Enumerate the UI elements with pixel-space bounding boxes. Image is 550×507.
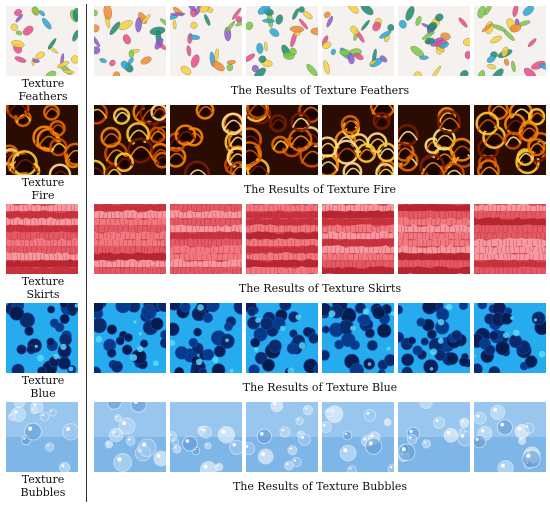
result-texture-skirts-1 [94, 204, 166, 274]
texture-row-bubbles: Texture Bubbles The Results of Texture Bu… [0, 400, 550, 499]
result-texture-fire-6 [474, 105, 546, 175]
source-texture-fire [6, 105, 78, 175]
result-texture-feathers-2 [170, 6, 242, 76]
results-strip-feathers [94, 6, 546, 76]
texture-row-fire: Texture Fire The Results of Texture Fire [0, 103, 550, 202]
source-texture-feathers [6, 6, 78, 76]
result-texture-bubbles-3 [246, 402, 318, 472]
result-texture-skirts-5 [398, 204, 470, 274]
source-label-skirts: Texture Skirts [21, 275, 65, 301]
texture-row-skirts: Texture Skirts The Results of Texture Ski… [0, 202, 550, 301]
results-caption-feathers: The Results of Texture Feathers [230, 84, 410, 97]
result-texture-feathers-1 [94, 6, 166, 76]
result-texture-fire-2 [170, 105, 242, 175]
source-label-blue: Texture Blue [21, 374, 65, 400]
texture-row-feathers: Texture Feathers The Results of Texture F… [0, 4, 550, 103]
result-texture-feathers-6 [474, 6, 546, 76]
source-texture-bubbles [6, 402, 78, 472]
result-texture-fire-1 [94, 105, 166, 175]
result-texture-fire-3 [246, 105, 318, 175]
result-texture-bubbles-5 [398, 402, 470, 472]
result-texture-blue-5 [398, 303, 470, 373]
results-caption-blue: The Results of Texture Blue [242, 381, 398, 394]
result-texture-blue-2 [170, 303, 242, 373]
result-texture-blue-3 [246, 303, 318, 373]
results-caption-fire: The Results of Texture Fire [243, 183, 397, 196]
result-texture-bubbles-4 [322, 402, 394, 472]
result-texture-skirts-2 [170, 204, 242, 274]
result-texture-fire-4 [322, 105, 394, 175]
vertical-divider [86, 4, 87, 502]
results-caption-skirts: The Results of Texture Skirts [238, 282, 402, 295]
result-texture-blue-1 [94, 303, 166, 373]
result-texture-skirts-6 [474, 204, 546, 274]
result-texture-skirts-4 [322, 204, 394, 274]
result-texture-bubbles-6 [474, 402, 546, 472]
result-texture-feathers-4 [322, 6, 394, 76]
results-caption-bubbles: The Results of Texture Bubbles [232, 480, 408, 493]
results-strip-bubbles [94, 402, 546, 472]
result-texture-bubbles-1 [94, 402, 166, 472]
result-texture-blue-6 [474, 303, 546, 373]
source-label-feathers: Texture Feathers [18, 77, 68, 103]
results-strip-blue [94, 303, 546, 373]
result-texture-fire-5 [398, 105, 470, 175]
result-texture-feathers-3 [246, 6, 318, 76]
results-strip-skirts [94, 204, 546, 274]
result-texture-blue-4 [322, 303, 394, 373]
result-texture-bubbles-2 [170, 402, 242, 472]
source-label-fire: Texture Fire [21, 176, 65, 202]
results-strip-fire [94, 105, 546, 175]
source-texture-blue [6, 303, 78, 373]
texture-row-blue: Texture Blue The Results of Texture Blue [0, 301, 550, 400]
source-label-bubbles: Texture Bubbles [20, 473, 66, 499]
result-texture-skirts-3 [246, 204, 318, 274]
source-texture-skirts [6, 204, 78, 274]
result-texture-feathers-5 [398, 6, 470, 76]
